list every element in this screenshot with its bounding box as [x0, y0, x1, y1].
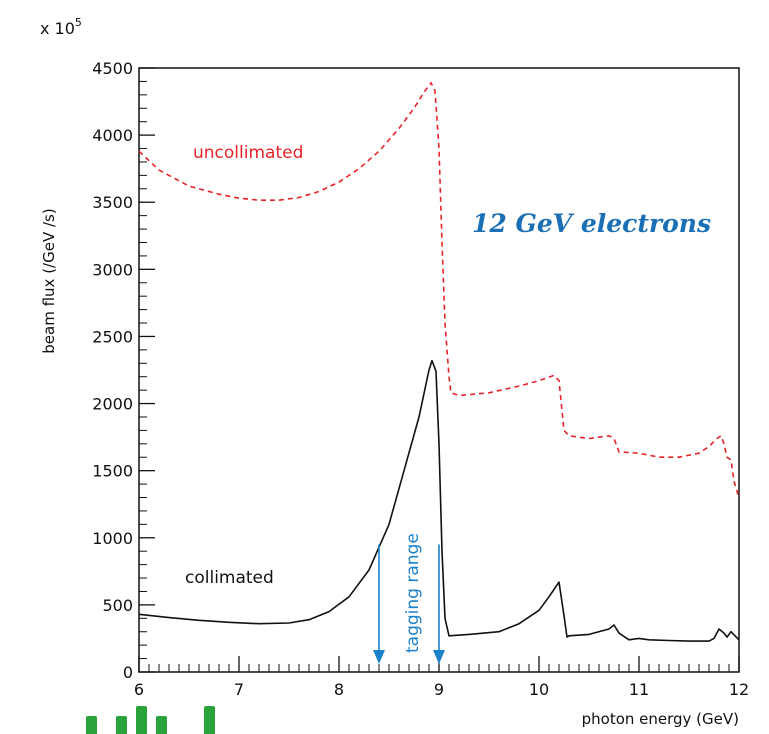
cropped-letter-fragment — [204, 706, 215, 734]
tagging-arrow-1-head — [433, 650, 445, 664]
cropped-letter-fragment — [156, 716, 167, 734]
x-tick-label: 12 — [729, 680, 749, 699]
x-axis-label: photon energy (GeV) — [582, 710, 739, 728]
cropped-letter-fragment — [86, 716, 97, 734]
tagging-range-markers — [373, 544, 445, 664]
x-axis: 6 7 8 9 10 11 12 — [134, 656, 749, 699]
y-multiplier-exponent: 5 — [75, 16, 82, 29]
series-uncollimated-line — [138, 82, 740, 498]
y-tick-label: 0 — [123, 663, 133, 682]
y-tick-label: 3500 — [92, 193, 133, 212]
y-tick-label: 3000 — [92, 260, 133, 279]
y-tick-label: 1500 — [92, 462, 133, 481]
chart-title: 12 GeV electrons — [472, 209, 711, 238]
x-tick-label: 10 — [529, 680, 549, 699]
y-tick-label: 4500 — [92, 59, 133, 78]
tagging-range-label: tagging range — [403, 533, 423, 653]
x-tick-label: 7 — [234, 680, 244, 699]
y-tick-label: 4000 — [92, 126, 133, 145]
y-tick-label: 2000 — [92, 395, 133, 414]
y-tick-label: 1000 — [92, 529, 133, 548]
y-axis: 0 500 1000 1500 2000 2500 3000 3500 4000 4500 — [92, 59, 155, 682]
y-multiplier: x 105 — [40, 16, 82, 38]
series-group — [138, 82, 740, 642]
y-axis-label: beam flux (/GeV /s) — [40, 208, 58, 353]
series-collimated-line — [138, 359, 740, 642]
collimated-label: collimated — [185, 568, 274, 588]
x-tick-label: 8 — [334, 680, 344, 699]
x-tick-label: 9 — [434, 680, 444, 699]
y-tick-label: 500 — [102, 596, 133, 615]
cropped-green-heading — [0, 706, 240, 734]
y-tick-label: 2500 — [92, 327, 133, 346]
x-tick-label: 11 — [629, 680, 649, 699]
cropped-letter-fragment — [136, 706, 147, 734]
cropped-green-heading-shapes — [86, 706, 215, 734]
tagging-arrow-0-head — [373, 650, 385, 664]
cropped-letter-fragment — [116, 716, 127, 734]
x-tick-label: 6 — [134, 680, 144, 699]
uncollimated-label: uncollimated — [193, 143, 303, 163]
